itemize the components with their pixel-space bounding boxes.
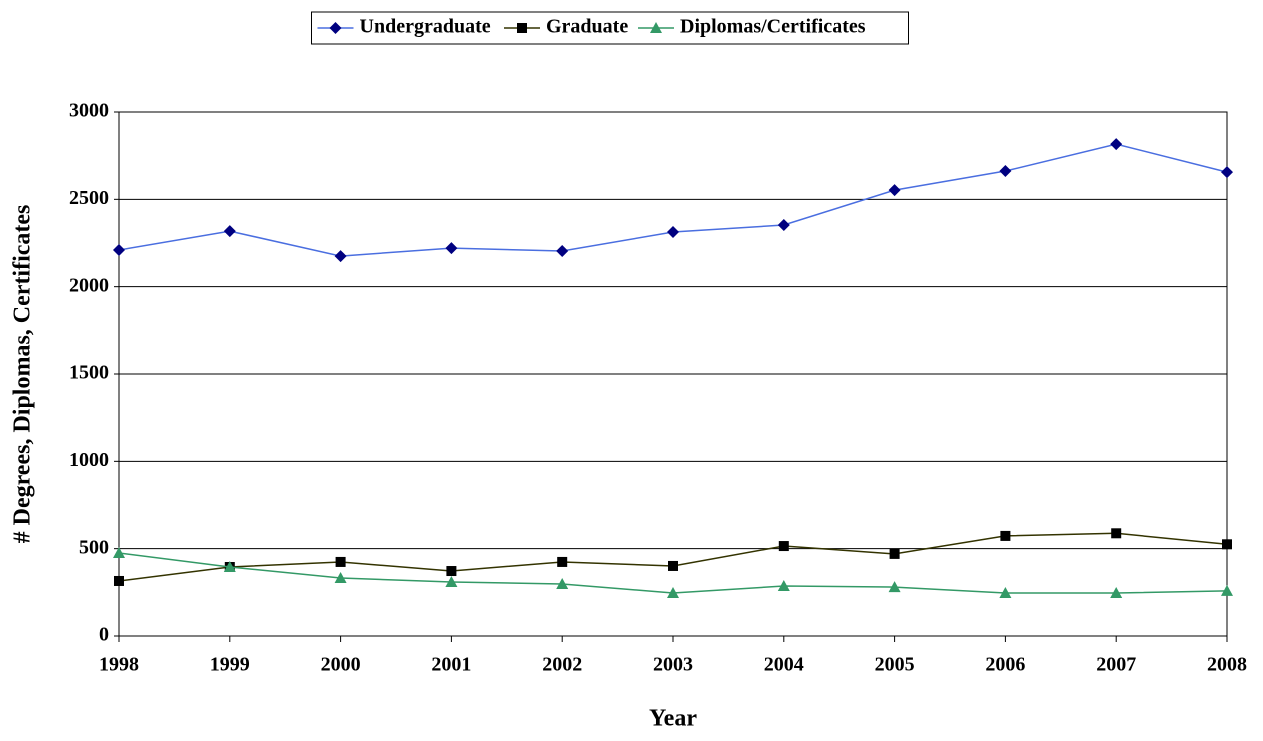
marker (1222, 539, 1232, 550)
marker (223, 561, 236, 573)
marker (113, 243, 125, 256)
x-tick-label: 1998 (99, 654, 139, 676)
marker (334, 572, 347, 584)
marker (667, 587, 679, 599)
marker (888, 184, 901, 197)
marker (1221, 584, 1233, 596)
marker (1000, 530, 1011, 541)
marker (445, 576, 458, 588)
x-tick-label: 2001 (431, 654, 471, 676)
x-tick-label: 2003 (653, 654, 693, 676)
marker (777, 219, 790, 232)
x-axis-title: Year (649, 706, 697, 732)
y-tick-label: 1500 (69, 362, 109, 384)
y-tick-label: 3000 (69, 100, 109, 122)
series-line (118, 532, 1228, 582)
marker (113, 547, 125, 559)
marker (334, 250, 347, 263)
marker (667, 225, 679, 238)
marker (517, 23, 527, 33)
marker (1221, 166, 1233, 179)
x-tick-label: 1999 (210, 654, 250, 676)
marker (114, 575, 124, 586)
x-tick-label: 2008 (1207, 654, 1247, 676)
marker (777, 580, 790, 592)
x-tick-label: 2006 (985, 654, 1025, 676)
y-tick-label: 0 (99, 624, 109, 646)
marker (557, 556, 568, 567)
x-tick-label: 2007 (1096, 654, 1136, 676)
marker (888, 581, 901, 593)
y-tick-label: 500 (79, 536, 109, 558)
marker (1111, 528, 1122, 539)
x-tick-label: 2002 (542, 654, 582, 676)
marker (1110, 587, 1123, 599)
y-tick-label: 1000 (69, 449, 109, 471)
marker (335, 556, 346, 567)
legend-label: Undergraduate (360, 16, 491, 38)
series-line (118, 143, 1228, 257)
marker (329, 22, 342, 34)
y-tick-label: 2500 (69, 187, 109, 209)
legend-box (311, 11, 909, 45)
marker (223, 225, 236, 238)
marker (889, 548, 900, 559)
marker (668, 560, 678, 571)
marker (999, 587, 1012, 599)
y-axis-title: # Degrees, Diplomas, Certificates (10, 205, 36, 544)
y-tick-label: 2000 (69, 274, 109, 296)
legend-label: Graduate (546, 16, 628, 38)
marker (999, 165, 1012, 178)
x-tick-label: 2005 (875, 654, 915, 676)
marker (650, 22, 662, 33)
marker (556, 245, 569, 258)
marker (446, 566, 457, 577)
legend-label: Diplomas/Certificates (680, 16, 866, 38)
marker (556, 577, 569, 589)
marker (445, 242, 458, 255)
marker (778, 541, 789, 552)
x-tick-label: 2000 (321, 654, 361, 676)
x-tick-label: 2004 (764, 654, 804, 676)
marker (1110, 138, 1123, 151)
